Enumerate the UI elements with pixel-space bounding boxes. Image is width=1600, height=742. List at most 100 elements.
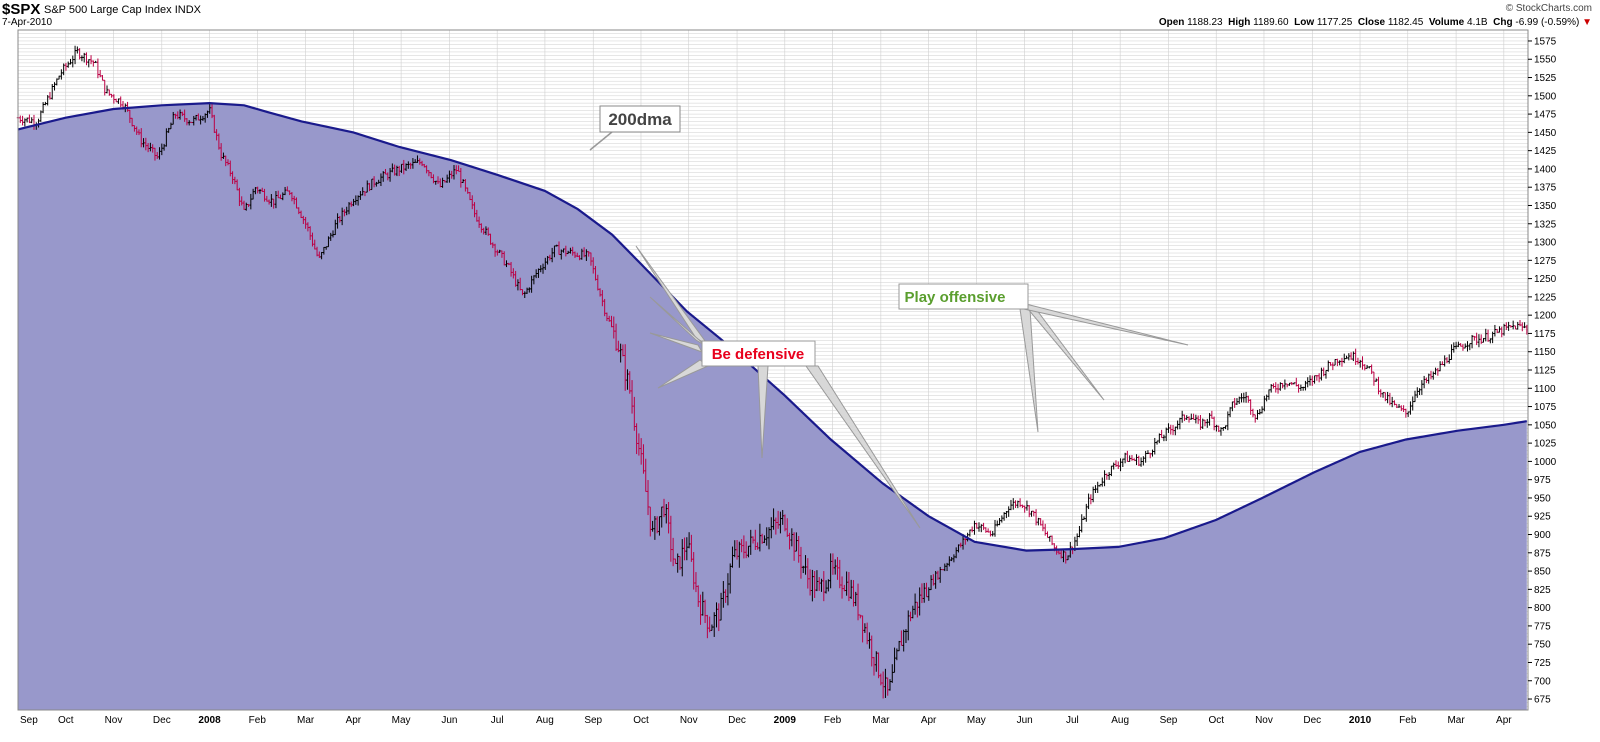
y-tick-label: 725	[1534, 658, 1551, 669]
x-tick-label: Nov	[680, 715, 698, 726]
close-value: 1182.45	[1387, 17, 1424, 28]
x-tick-label: Mar	[872, 715, 890, 726]
index-name: S&P 500 Large Cap Index	[44, 4, 172, 16]
y-axis: 675 700 725 750 775 800 825 850 875 900 925 950 975 1…	[1528, 36, 1557, 706]
defensive-pointer-3	[649, 332, 704, 353]
x-tick-label: Apr	[346, 715, 362, 726]
ma-callout-pointer	[589, 131, 613, 151]
down-arrow-icon: ▼	[1582, 17, 1592, 28]
y-tick-label: 1450	[1534, 128, 1557, 139]
x-tick-label: Oct	[1208, 715, 1224, 726]
y-tick-label: 850	[1534, 567, 1551, 578]
defensive-pointer-2	[649, 296, 707, 347]
x-tick-label: Feb	[249, 715, 267, 726]
high-label: High	[1228, 17, 1251, 28]
offensive-callout-text: Play offensive	[905, 289, 1006, 306]
y-tick-label: 875	[1534, 548, 1551, 559]
y-tick-label: 900	[1534, 530, 1551, 541]
x-tick-label: Aug	[1111, 715, 1129, 726]
x-tick-label: May	[967, 715, 986, 726]
y-tick-label: 1425	[1534, 146, 1557, 157]
y-tick-label: 1000	[1534, 457, 1557, 468]
x-tick-label: Jul	[1066, 715, 1079, 726]
open-value: 1188.23	[1187, 17, 1223, 28]
y-tick-label: 1125	[1534, 366, 1556, 377]
y-tick-label: 1100	[1534, 384, 1556, 395]
y-tick-label: 1300	[1534, 238, 1557, 249]
y-tick-label: 950	[1534, 493, 1551, 504]
y-tick-label: 1525	[1534, 73, 1557, 84]
y-tick-label: 1325	[1534, 219, 1557, 230]
x-tick-label: Apr	[921, 715, 937, 726]
y-tick-label: 1150	[1534, 347, 1556, 358]
y-tick-label: 1250	[1534, 274, 1557, 285]
defensive-callout: Be defensive	[635, 245, 921, 529]
price-bars	[16, 45, 1529, 699]
y-tick-label: 1200	[1534, 311, 1557, 322]
x-axis: Sep Oct Nov Dec 2008 Feb Mar Apr May Jun Jul Aug Sep…	[20, 715, 1512, 726]
y-tick-label: 700	[1534, 676, 1551, 687]
offensive-callout-box	[898, 283, 1029, 310]
y-tick-label: 975	[1534, 475, 1551, 486]
x-tick-label: Dec	[728, 715, 746, 726]
x-tick-label: Sep	[1160, 715, 1178, 726]
y-tick-label: 1575	[1534, 36, 1557, 47]
y-tick-label: 825	[1534, 585, 1551, 596]
ma-callout-text: 200dma	[608, 110, 672, 129]
x-tick-label: Sep	[20, 715, 38, 726]
y-tick-label: 1400	[1534, 164, 1557, 175]
high-value: 1189.60	[1253, 17, 1289, 28]
low-value: 1177.25	[1316, 17, 1353, 28]
open-label: Open	[1158, 17, 1185, 28]
x-tick-label: Dec	[153, 715, 171, 726]
ma-callout: 200dma	[589, 105, 681, 151]
y-tick-label: 1225	[1534, 292, 1557, 303]
quote-summary: Open 1188.23 High 1189.60 Low 1177.25 Cl…	[1159, 17, 1592, 28]
quote-date: 7-Apr-2010	[2, 17, 53, 28]
close-label: Close	[1357, 17, 1386, 28]
volume-label: Volume	[1428, 17, 1465, 28]
ticker-symbol: $SPX	[2, 1, 41, 18]
x-tick-label: Mar	[1447, 715, 1465, 726]
x-tick-label: Aug	[536, 715, 554, 726]
volume-value: 4.1B	[1467, 17, 1488, 28]
y-tick-label: 775	[1534, 621, 1551, 632]
y-tick-label: 1050	[1534, 420, 1557, 431]
brand-credit: © StockCharts.com	[1505, 3, 1592, 14]
y-tick-label: 1350	[1534, 201, 1557, 212]
y-tick-label: 750	[1534, 640, 1551, 651]
x-tick-label: Nov	[105, 715, 123, 726]
ma-callout-box	[599, 105, 681, 133]
x-tick-label: 2009	[774, 715, 797, 726]
chart-header: $SPX S&P 500 Large Cap Index INDX 7-Apr-…	[0, 0, 1600, 30]
x-tick-label: May	[392, 715, 411, 726]
y-tick-label: 1375	[1534, 183, 1557, 194]
low-label: Low	[1294, 17, 1315, 28]
defensive-callout-text: Be defensive	[712, 346, 805, 363]
x-tick-label: 2010	[1349, 715, 1372, 726]
y-tick-label: 1175	[1534, 329, 1556, 340]
x-tick-label: Dec	[1303, 715, 1321, 726]
y-tick-label: 800	[1534, 603, 1551, 614]
y-tick-label: 1075	[1534, 402, 1557, 413]
y-tick-label: 1550	[1534, 55, 1557, 66]
x-tick-label: Oct	[58, 715, 74, 726]
y-tick-label: 1475	[1534, 110, 1557, 121]
change-value: -6.99 (-0.59%)	[1515, 17, 1580, 28]
x-tick-label: 2008	[198, 715, 221, 726]
defensive-callout-box	[701, 340, 816, 367]
y-tick-label: 1500	[1534, 91, 1557, 102]
x-tick-label: Nov	[1255, 715, 1273, 726]
x-tick-label: Sep	[584, 715, 602, 726]
x-tick-label: Jun	[1017, 715, 1033, 726]
x-tick-label: Feb	[1399, 715, 1417, 726]
x-tick-label: Apr	[1496, 715, 1512, 726]
x-tick-label: Oct	[633, 715, 649, 726]
exchange-code: INDX	[174, 4, 201, 16]
change-label: Chg	[1493, 17, 1513, 28]
offensive-callout: Play offensive	[898, 283, 1189, 433]
y-tick-label: 675	[1534, 695, 1551, 706]
y-tick-label: 1025	[1534, 439, 1557, 450]
moving-average-area	[18, 103, 1527, 711]
